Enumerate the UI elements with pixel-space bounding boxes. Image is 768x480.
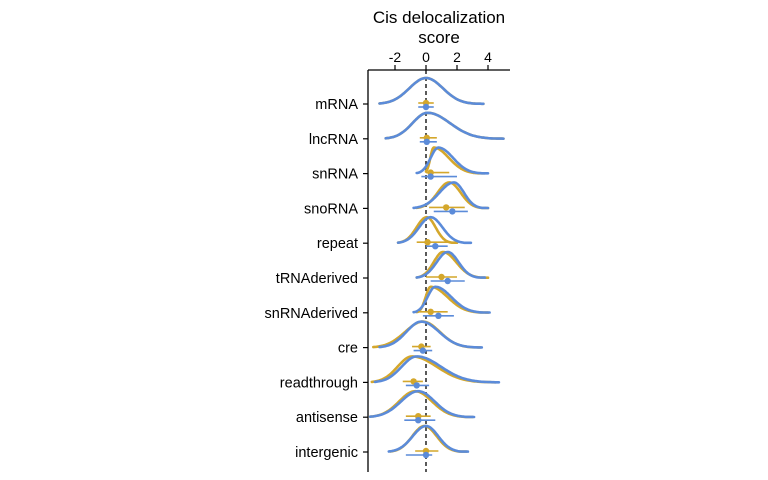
chart-title-line-2: score — [418, 28, 460, 47]
density-curve — [373, 355, 501, 384]
density-curve — [378, 76, 485, 106]
category-label: mRNA — [315, 97, 358, 113]
median-point — [419, 347, 427, 354]
category-labels: mRNA lncRNA snRNA snoRNA repeat tRNAderived sn… — [265, 97, 359, 461]
median-point — [422, 103, 430, 111]
chart-title-line-1: Cis delocalization — [372, 8, 506, 27]
x-tick-label: 0 — [422, 49, 430, 65]
median-point — [449, 208, 456, 215]
ridges — [368, 76, 505, 459]
category-label: readthrough — [280, 375, 358, 391]
density-curve — [368, 389, 476, 419]
median-point — [413, 382, 420, 389]
median-point — [424, 239, 431, 246]
category-label: antisense — [296, 410, 358, 426]
median-point — [442, 204, 450, 211]
median-point — [423, 138, 430, 145]
median-point — [415, 417, 422, 424]
category-label: snRNA — [312, 167, 358, 183]
density-curve — [387, 424, 470, 453]
density-curve — [396, 215, 473, 245]
category-label: snoRNA — [304, 201, 358, 217]
median-point — [438, 273, 445, 281]
median-point — [427, 308, 434, 315]
density-curve — [415, 146, 490, 175]
x-tick-label: -2 — [389, 49, 402, 65]
median-point — [422, 451, 430, 459]
density-curve — [384, 111, 505, 140]
category-label: repeat — [317, 236, 358, 252]
median-point — [427, 173, 434, 180]
category-label: lncRNA — [309, 132, 358, 148]
category-label: intergenic — [295, 445, 358, 461]
density-curve — [412, 285, 491, 314]
density-curve — [384, 111, 505, 140]
median-point — [444, 277, 451, 285]
density-curve — [415, 250, 487, 279]
density-curve — [378, 320, 484, 349]
median-point — [435, 312, 442, 319]
density-curve — [412, 181, 490, 210]
category-label: cre — [338, 341, 358, 357]
category-label: snRNAderived — [265, 306, 359, 322]
x-tick-label: 2 — [453, 49, 461, 65]
x-tick-label: 4 — [484, 49, 492, 65]
density-curve — [370, 355, 498, 384]
density-curve — [372, 320, 482, 349]
chart-title: Cis delocalization score — [340, 8, 538, 48]
median-point — [432, 243, 439, 250]
category-label: tRNAderived — [276, 271, 358, 287]
